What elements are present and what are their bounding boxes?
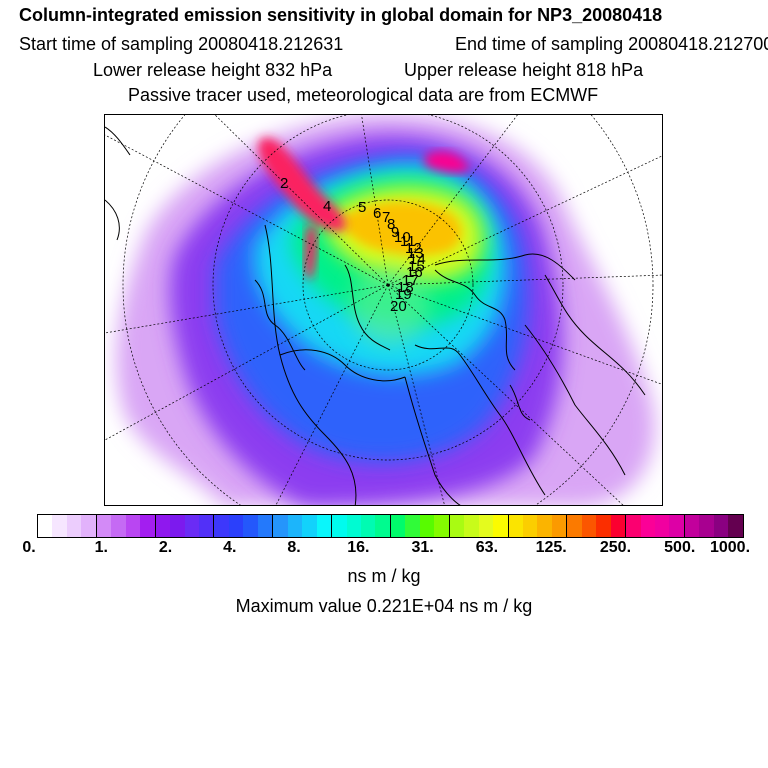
colorbar-tick-label: 63. xyxy=(475,539,499,556)
trajectory-marker: 17 xyxy=(402,272,419,289)
lower-release-height-label: Lower release height 832 hPa xyxy=(93,60,333,80)
colorbar xyxy=(37,514,744,538)
colorbar-tick-label: 8. xyxy=(287,539,301,556)
colorbar-segment xyxy=(140,515,156,537)
trajectory-marker: 2 xyxy=(280,175,288,192)
colorbar-segment xyxy=(81,515,97,537)
colorbar-tick-label: 0. xyxy=(22,539,36,556)
colorbar-segment xyxy=(360,515,376,537)
trajectory-marker: 15 xyxy=(408,258,425,275)
colorbar-segment xyxy=(346,515,361,537)
trajectory-marker: 12 xyxy=(405,240,422,257)
start-time-label: Start time of sampling 20080418.212631 xyxy=(19,34,344,54)
release-heights: Lower release height 832 hPa Upper relea… xyxy=(93,60,768,81)
sampling-times: Start time of sampling 20080418.212631 E… xyxy=(19,34,768,55)
colorbar-segment xyxy=(537,515,552,537)
colorbar-tick-label: 500. xyxy=(664,539,696,556)
colorbar-segment xyxy=(610,515,627,537)
sensitivity-field xyxy=(116,115,655,505)
colorbar-segment xyxy=(581,515,597,537)
colorbar-segment xyxy=(390,515,406,537)
map-canvas: 2 4 5 6 7 8 9 10 11 12 13 14 15 16 17 18… xyxy=(105,115,662,505)
trajectory-marker: 6 xyxy=(373,205,381,222)
trajectory-marker: 14 xyxy=(409,251,426,268)
colorbar-segment xyxy=(38,515,53,537)
end-time-label: End time of sampling 20080418.212700 xyxy=(455,34,768,54)
colorbar-segment xyxy=(596,515,611,537)
tracer-info: Passive tracer used, meteorological data… xyxy=(128,85,599,105)
colorbar-segment xyxy=(522,515,538,537)
colorbar-segment xyxy=(273,515,288,537)
colorbar-ticks: 0. 1. 2. 4. 8. 16. 31. 63. 125. 250. 500. 1000. xyxy=(0,539,768,559)
trajectory-markers: 2 4 5 6 7 8 9 10 11 12 13 14 15 16 17 18… xyxy=(280,175,426,315)
colorbar-segment xyxy=(198,515,215,537)
colorbar-segment xyxy=(243,515,258,537)
trajectory-marker: 11 xyxy=(400,233,416,250)
colorbar-tick-label: 2. xyxy=(158,539,173,556)
colorbar-segment xyxy=(419,515,435,537)
colorbar-segment xyxy=(626,515,641,537)
colorbar-segment xyxy=(567,515,582,537)
trajectory-marker: 8 xyxy=(387,216,395,233)
colorbar-segment xyxy=(257,515,274,537)
colorbar-segment xyxy=(640,515,656,537)
colorbar-segment xyxy=(52,515,67,537)
trajectory-marker: 9 xyxy=(391,224,399,241)
trajectory-marker: 4 xyxy=(323,198,331,215)
trajectory-marker: 7 xyxy=(382,209,390,226)
trajectory-marker: 10 xyxy=(394,229,411,246)
colorbar-segment xyxy=(302,515,317,537)
colorbar-segment xyxy=(405,515,420,537)
colorbar-segment xyxy=(684,515,700,537)
coastlines xyxy=(105,126,646,505)
colorbar-segment xyxy=(111,515,126,537)
colorbar-segment xyxy=(728,515,743,537)
trajectory-marker: 16 xyxy=(406,264,423,281)
colorbar-segment xyxy=(316,515,333,537)
colorbar-segment xyxy=(464,515,479,537)
colorbar-segment xyxy=(551,515,568,537)
colorbar-segment xyxy=(434,515,450,537)
trajectory-marker: 5 xyxy=(358,199,366,216)
unit-label: ns m / kg xyxy=(347,566,421,586)
maximum-value-label: Maximum value 0.221E+04 ns m / kg xyxy=(235,596,533,616)
colorbar-tick-label: 4. xyxy=(223,539,237,556)
colorbar-segment xyxy=(449,515,465,537)
colorbar-segment xyxy=(478,515,494,537)
colorbar-segment xyxy=(66,515,82,537)
colorbar-segment xyxy=(228,515,244,537)
colorbar-segment xyxy=(214,515,229,537)
colorbar-segment xyxy=(125,515,141,537)
colorbar-segment xyxy=(184,515,199,537)
colorbar-tick-label: 1000. xyxy=(709,539,751,556)
trajectory-marker: 18 xyxy=(397,279,414,296)
colorbar-segment xyxy=(155,515,171,537)
sensitivity-map: 2 4 5 6 7 8 9 10 11 12 13 14 15 16 17 18… xyxy=(104,114,663,506)
trajectory-marker: 20 xyxy=(390,298,407,315)
colorbar-segment xyxy=(170,515,185,537)
colorbar-segment xyxy=(332,515,347,537)
colorbar-segment xyxy=(655,515,670,537)
colorbar-segment xyxy=(287,515,303,537)
colorbar-tick-label: 125. xyxy=(535,539,567,556)
colorbar-segment xyxy=(713,515,729,537)
colorbar-tick-label: 1. xyxy=(94,539,108,556)
colorbar-segment xyxy=(493,515,509,537)
colorbar-tick-label: 16. xyxy=(347,539,370,556)
colorbar-segment xyxy=(669,515,685,537)
colorbar-tick-label: 31. xyxy=(411,539,434,556)
trajectory-marker: 19 xyxy=(395,286,412,303)
colorbar-segment xyxy=(508,515,523,537)
colorbar-segment xyxy=(375,515,391,537)
colorbar-segment xyxy=(96,515,112,537)
graticule xyxy=(105,115,662,505)
upper-release-height-label: Upper release height 818 hPa xyxy=(404,60,644,80)
trajectory-marker: 13 xyxy=(407,245,424,262)
colorbar-segment xyxy=(699,515,714,537)
colorbar-tick-label: 250. xyxy=(599,539,632,556)
plot-title: Column-integrated emission sensitivity i… xyxy=(19,5,663,25)
